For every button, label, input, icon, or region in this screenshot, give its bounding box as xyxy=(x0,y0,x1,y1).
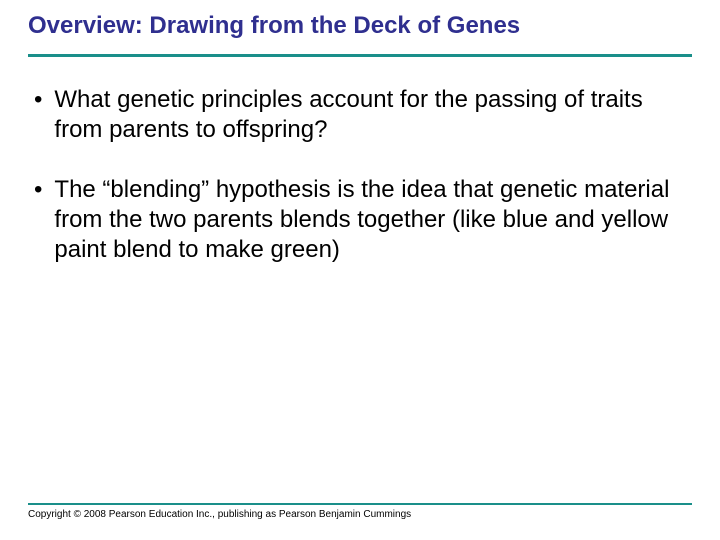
copyright-text: Copyright © 2008 Pearson Education Inc.,… xyxy=(28,509,692,520)
bullet-text: The “blending” hypothesis is the idea th… xyxy=(54,175,692,265)
bullet-text: What genetic principles account for the … xyxy=(54,85,692,145)
title-underline xyxy=(28,54,692,57)
footer-rule xyxy=(28,503,692,505)
bullet-item: • The “blending” hypothesis is the idea … xyxy=(34,175,692,265)
slide-title: Overview: Drawing from the Deck of Genes xyxy=(28,12,692,40)
bullet-marker: • xyxy=(34,85,42,115)
slide-container: Overview: Drawing from the Deck of Genes… xyxy=(0,0,720,540)
content-area: • What genetic principles account for th… xyxy=(28,85,692,265)
bullet-marker: • xyxy=(34,175,42,205)
bullet-item: • What genetic principles account for th… xyxy=(34,85,692,145)
footer: Copyright © 2008 Pearson Education Inc.,… xyxy=(28,503,692,520)
